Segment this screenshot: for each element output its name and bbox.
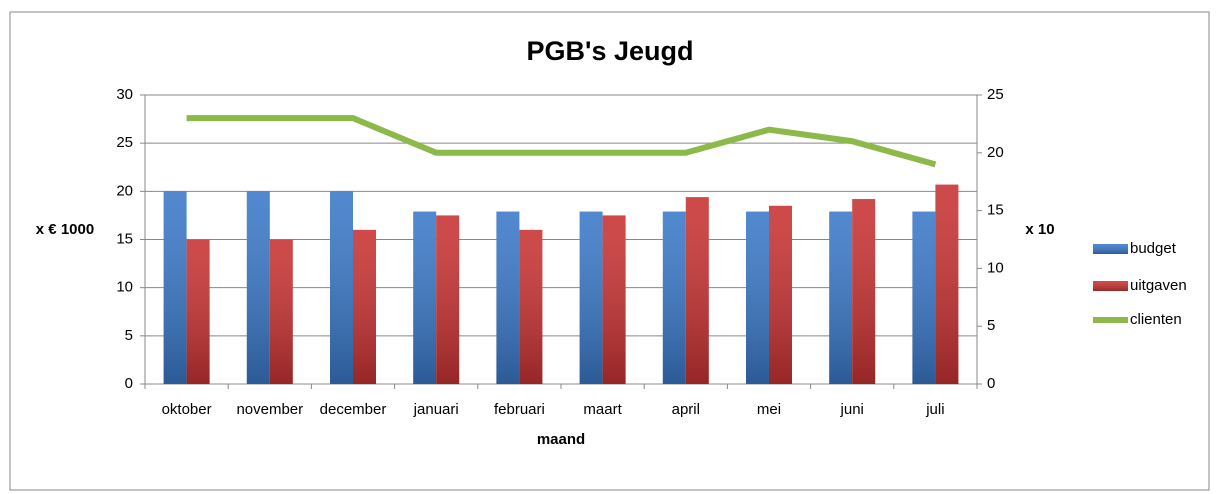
legend-label: clienten — [1130, 311, 1182, 328]
x-axis-label: maand — [537, 431, 585, 448]
x-tick-label: februari — [494, 401, 545, 418]
x-tick-label: juni — [840, 401, 864, 418]
y-tick-label: 10 — [116, 279, 133, 296]
bar-shade — [579, 211, 603, 384]
x-tick-label: december — [320, 401, 387, 418]
bar-shade — [186, 239, 210, 384]
bar-shade — [685, 197, 709, 384]
bar-shade — [829, 211, 853, 384]
y2-tick-label: 25 — [987, 86, 1004, 103]
x-tick-label: november — [236, 401, 303, 418]
legend-label: uitgaven — [1130, 277, 1187, 294]
x-tick-label: mei — [757, 401, 781, 418]
y2-axis-label: x 10 — [1025, 221, 1054, 238]
x-tick-label: januari — [413, 401, 459, 418]
y2-tick-label: 15 — [987, 202, 1004, 219]
legend-swatch-shade — [1093, 244, 1128, 254]
bar-shade — [912, 211, 936, 384]
x-tick-label: oktober — [162, 401, 212, 418]
y-tick-label: 5 — [125, 327, 133, 344]
y2-tick-label: 0 — [987, 375, 995, 392]
line — [186, 115, 937, 168]
bar-shade — [602, 215, 626, 384]
bar-shade — [353, 229, 376, 384]
bar-shade — [413, 211, 437, 384]
y-tick-label: 30 — [116, 86, 133, 103]
bar-shade — [935, 184, 959, 384]
x-tick-label: juli — [925, 401, 944, 418]
y2-tick-label: 5 — [987, 317, 995, 334]
bar-shade — [852, 199, 876, 384]
bar-shade — [519, 229, 543, 384]
y2-tick-label: 20 — [987, 144, 1004, 161]
x-tick-label: april — [672, 401, 700, 418]
y-tick-label: 0 — [125, 375, 133, 392]
chart-title: PGB's Jeugd — [527, 36, 694, 66]
bar-shade — [746, 211, 769, 384]
bar-shade — [246, 191, 270, 384]
bar-shade — [269, 239, 293, 384]
bar-shade — [330, 191, 353, 384]
bar-shade — [769, 205, 792, 384]
y-axis-label: x € 1000 — [36, 221, 94, 238]
y2-tick-label: 10 — [987, 259, 1004, 276]
bar-shade — [496, 211, 520, 384]
y-tick-label: 15 — [116, 230, 133, 247]
legend-label: budget — [1130, 240, 1177, 257]
bar-shade — [436, 215, 460, 384]
y-tick-label: 20 — [116, 182, 133, 199]
bar-shade — [163, 191, 187, 384]
legend-swatch-shade — [1093, 281, 1128, 291]
bar-shade — [662, 211, 686, 384]
x-tick-label: maart — [583, 401, 622, 418]
y-tick-label: 25 — [116, 134, 133, 151]
